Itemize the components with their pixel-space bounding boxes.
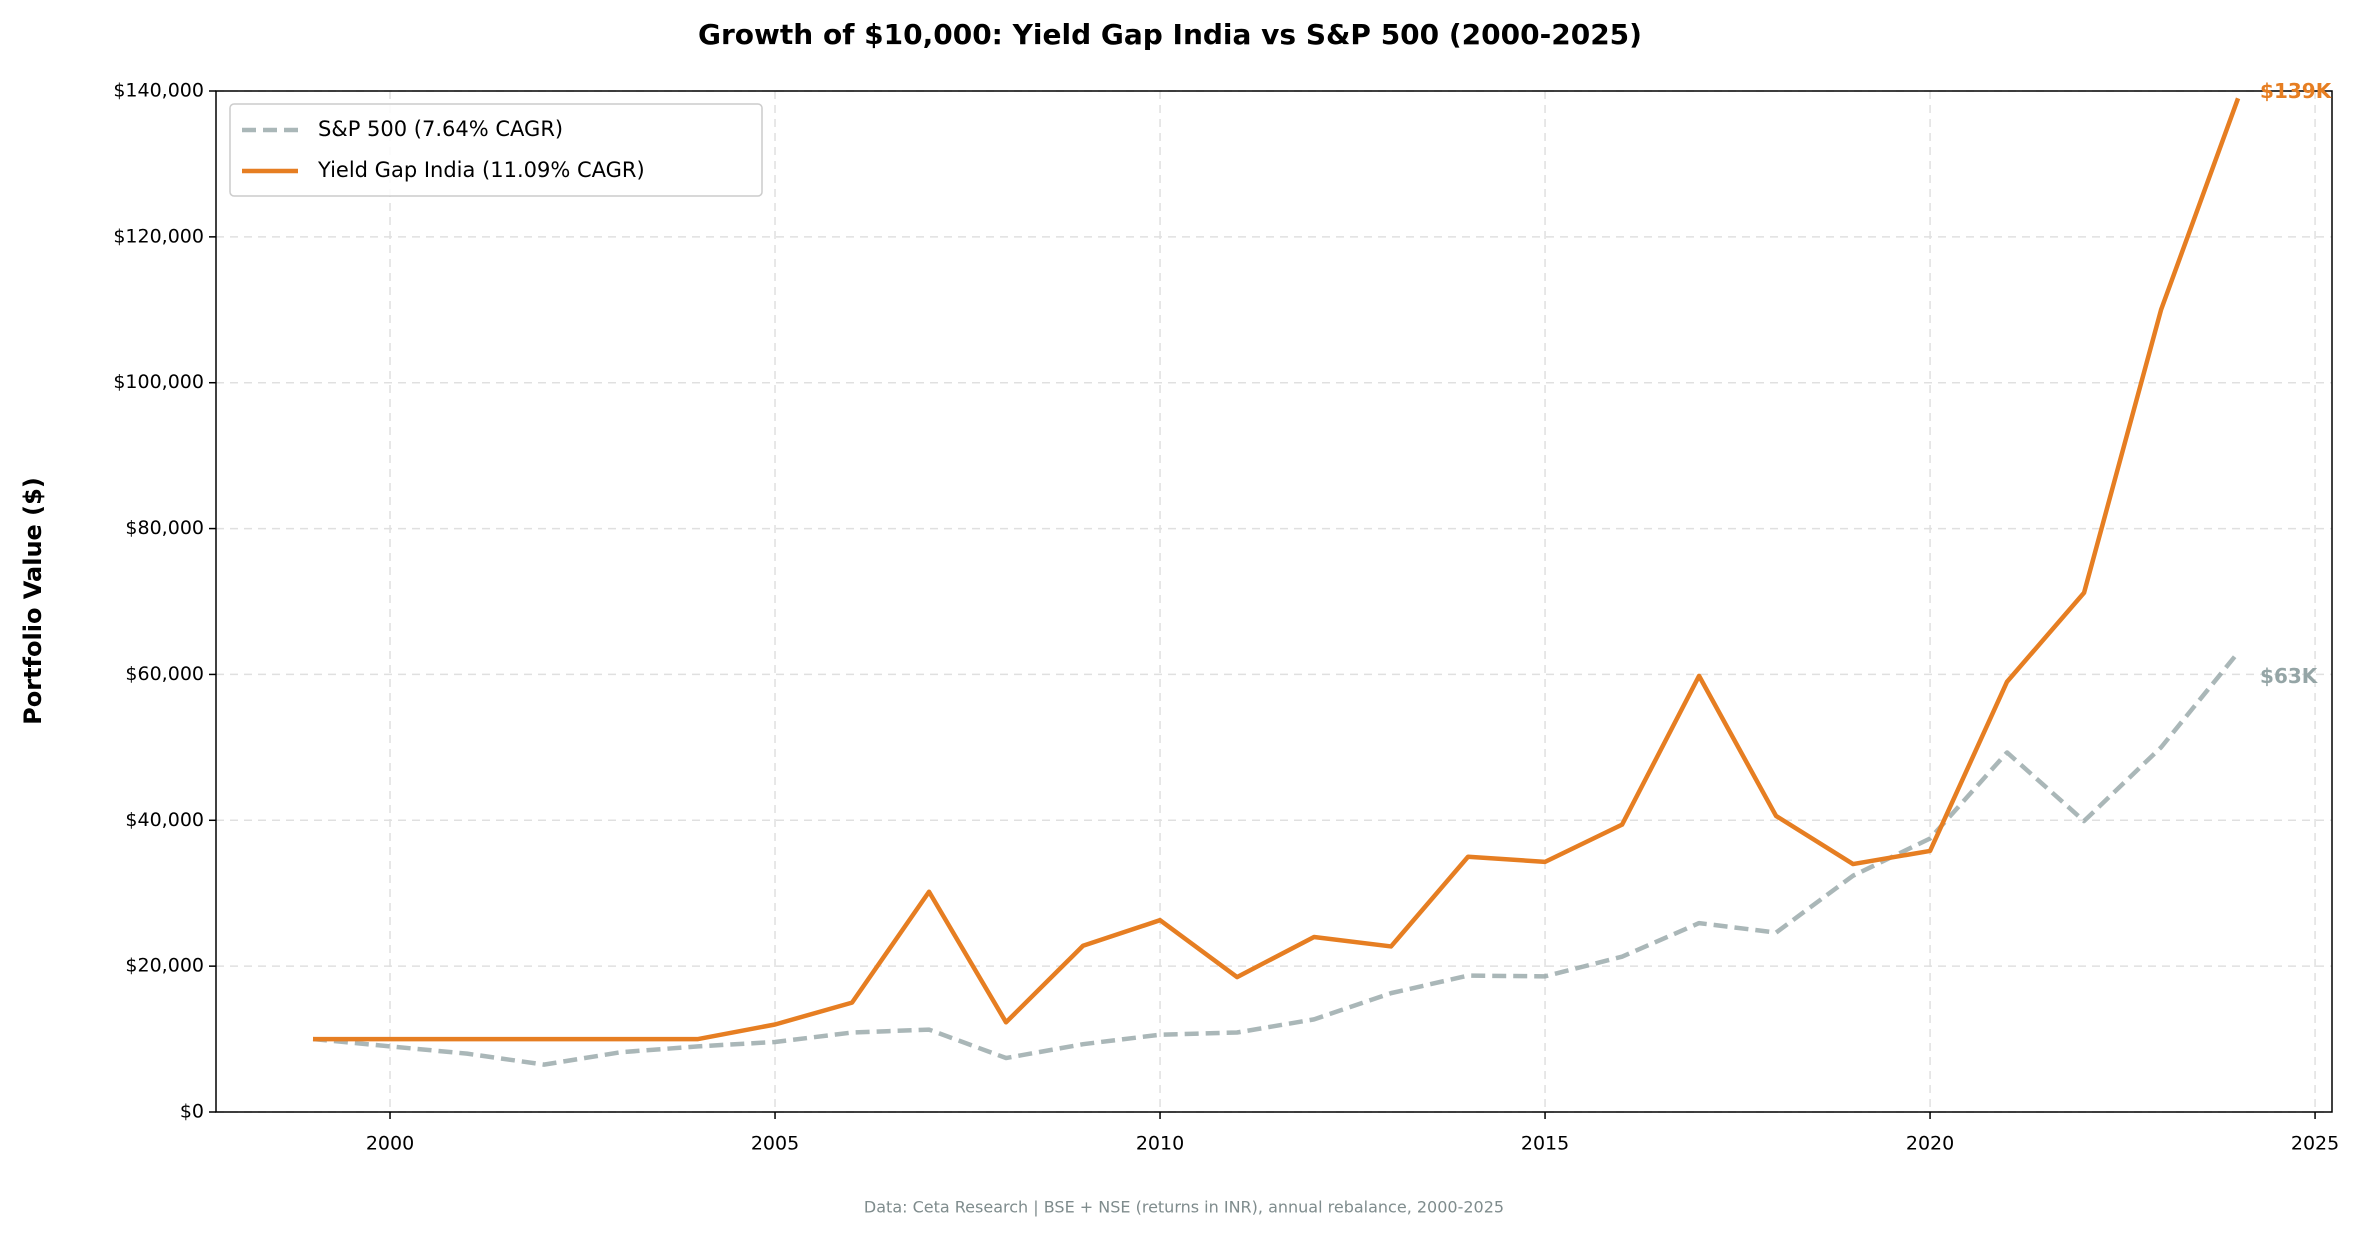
y-axis-label: Portfolio Value ($) <box>19 477 47 725</box>
x-tick-label: 2010 <box>1136 1133 1184 1155</box>
end-label: $139K <box>2260 79 2333 103</box>
chart-title: Growth of $10,000: Yield Gap India vs S&… <box>698 18 1642 51</box>
legend-label: Yield Gap India (11.09% CAGR) <box>317 158 645 182</box>
legend-box <box>229 103 763 197</box>
x-tick-label: 2020 <box>1906 1133 1954 1155</box>
y-tick-label: $120,000 <box>113 225 204 247</box>
plot-frame <box>215 90 2333 1113</box>
footnote: Data: Ceta Research | BSE + NSE (returns… <box>864 1198 1504 1217</box>
x-tick-label: 2025 <box>2291 1133 2339 1155</box>
line <box>312 651 2240 1067</box>
end-label: $63K <box>2260 664 2319 688</box>
y-tick-label: $140,000 <box>113 80 204 102</box>
y-tick-label: $0 <box>180 1101 204 1123</box>
x-tick-label: 2000 <box>366 1133 414 1155</box>
legend-label: S&P 500 (7.64% CAGR) <box>318 117 563 141</box>
line <box>313 97 2241 1042</box>
legend: S&P 500 (7.64% CAGR) Yield Gap India (11.… <box>229 103 763 197</box>
y-tick-label: $60,000 <box>125 663 204 685</box>
y-tick-label: $20,000 <box>125 955 204 977</box>
y-tick-label: $100,000 <box>113 371 204 393</box>
y-tick-label: $80,000 <box>125 517 204 539</box>
y-tick-label: $40,000 <box>125 809 204 831</box>
x-tick-label: 2005 <box>751 1133 799 1155</box>
x-tick-label: 2015 <box>1521 1133 1569 1155</box>
